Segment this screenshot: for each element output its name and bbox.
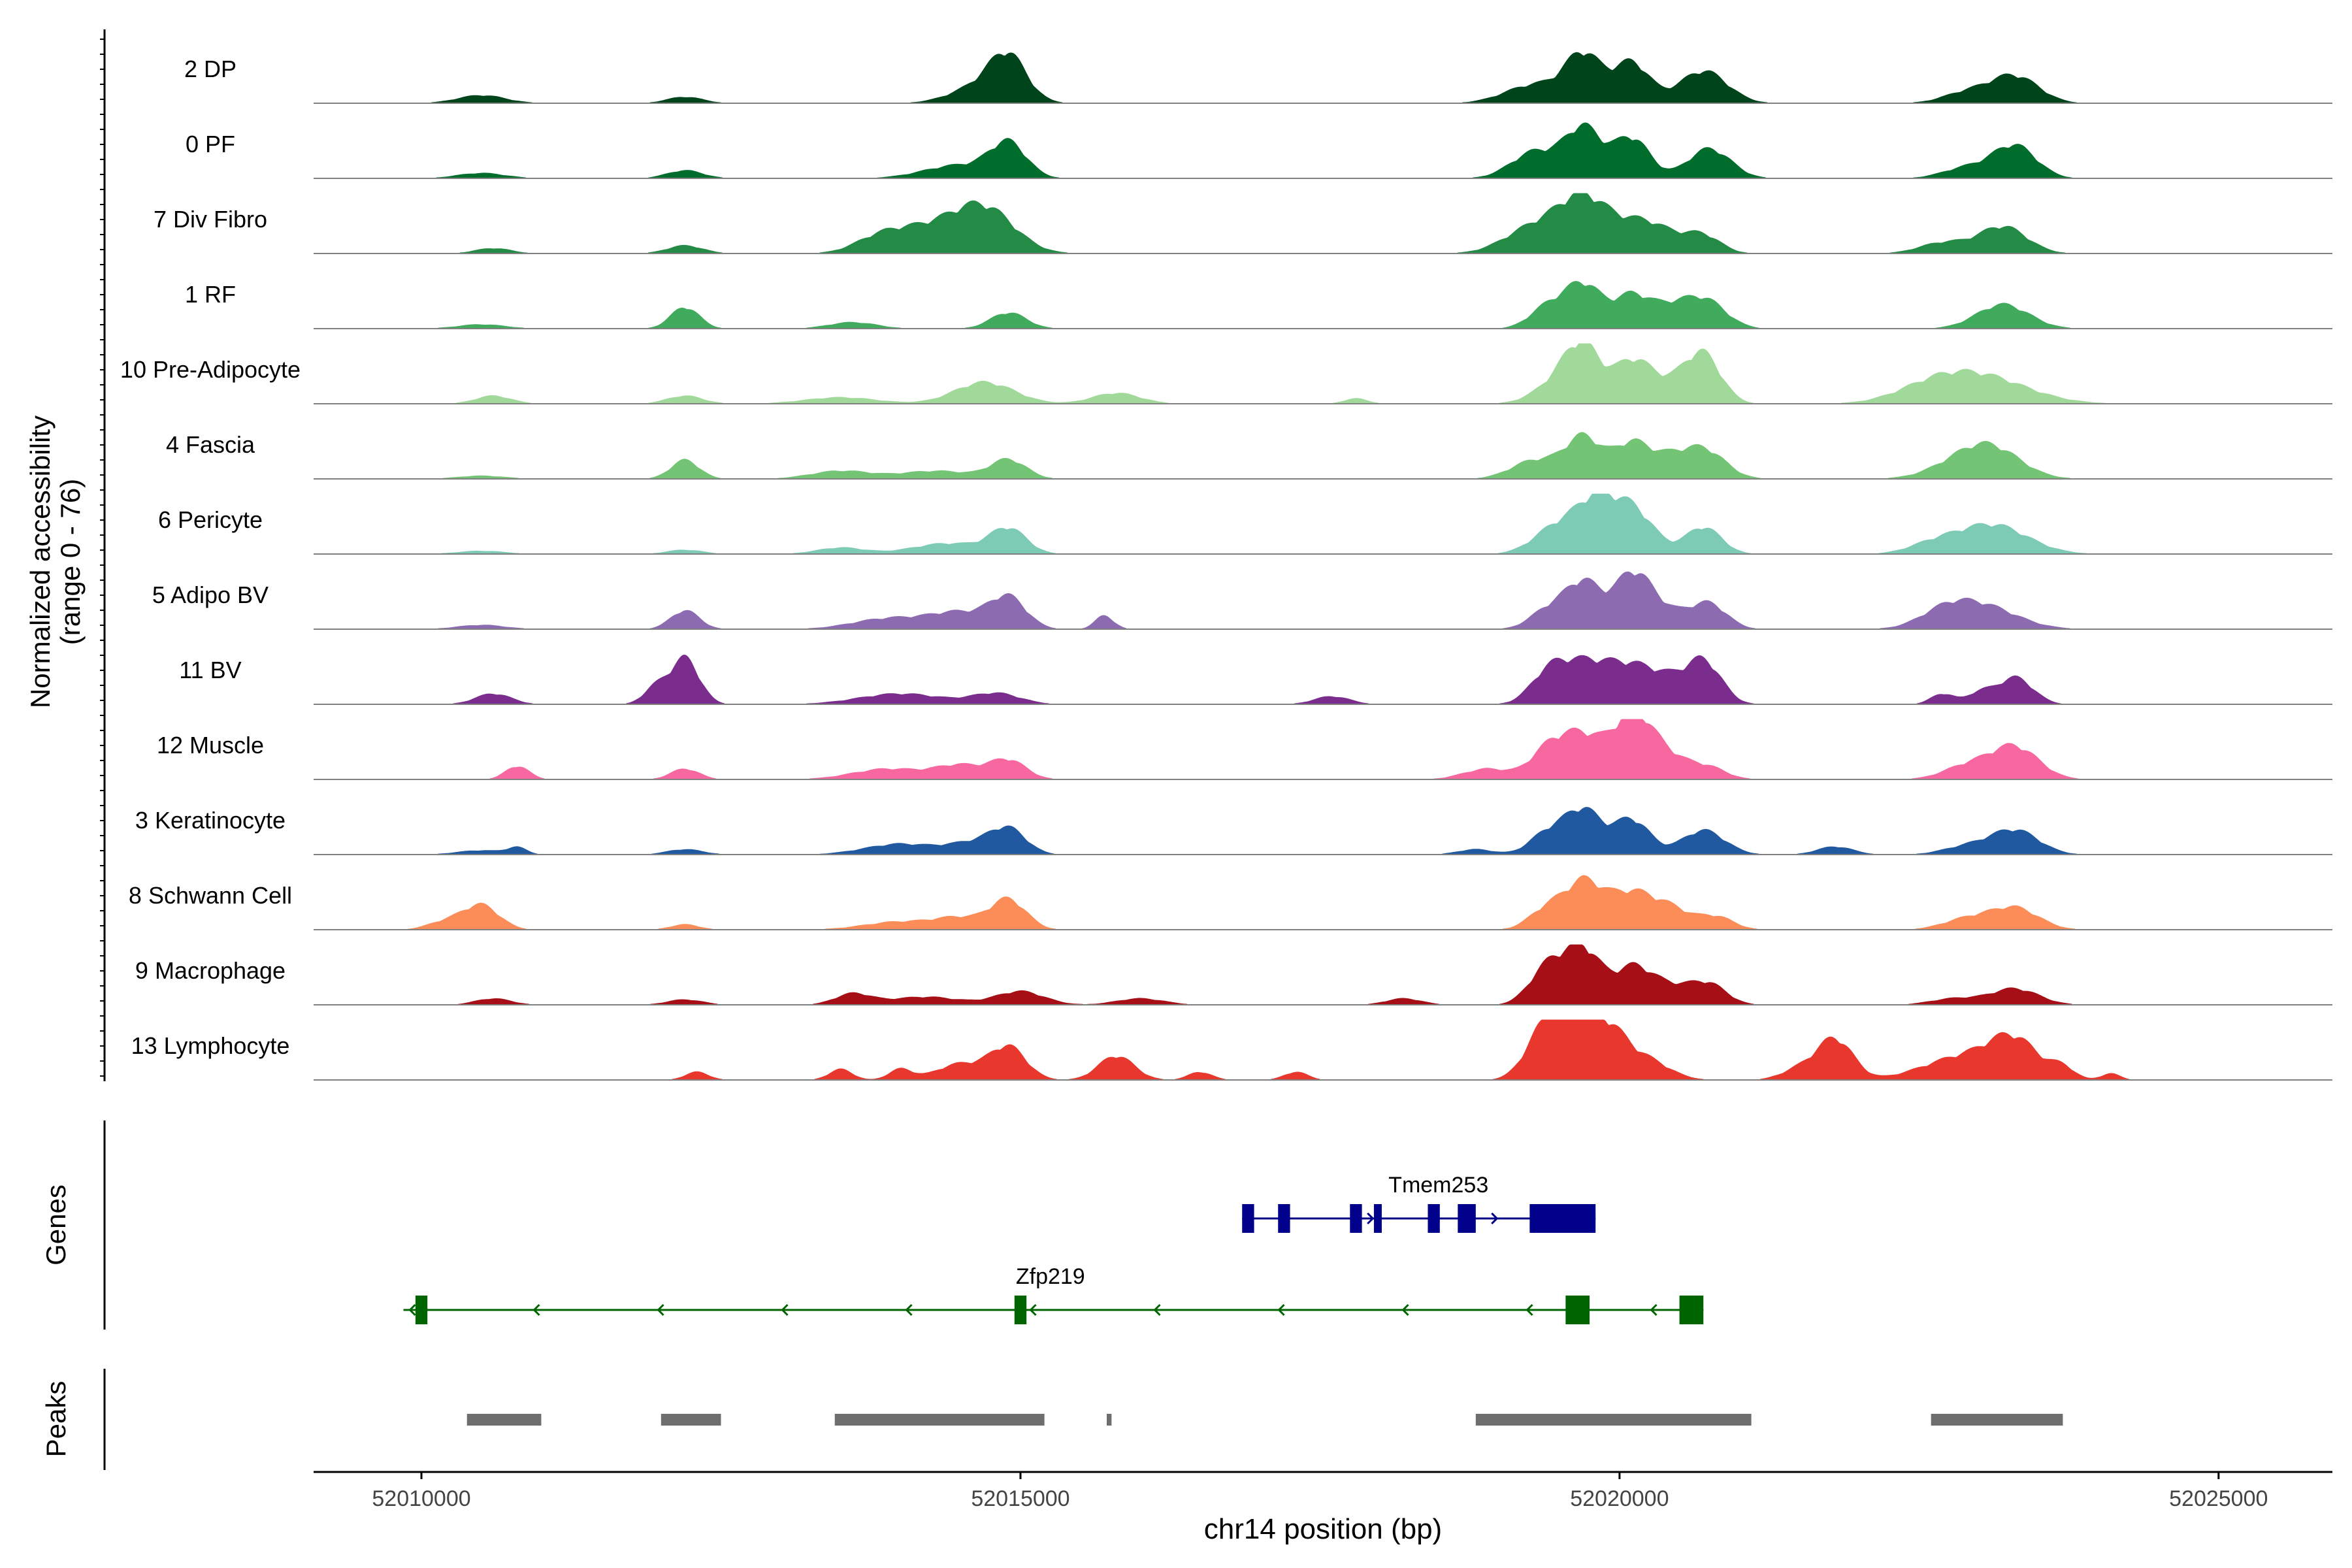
coverage-area	[314, 719, 2332, 779]
track-label: 0 PF	[186, 131, 235, 157]
strand-arrow	[408, 1303, 416, 1316]
coverage-area	[314, 655, 2332, 704]
track-label: 7 Div Fibro	[154, 206, 267, 233]
track-label: 10 Pre-Adipocyte	[120, 356, 301, 383]
track-label: 1 RF	[185, 281, 236, 308]
strand-arrow	[1277, 1303, 1285, 1316]
x-tick-label: 52015000	[971, 1486, 1070, 1511]
strand-arrow	[1367, 1212, 1375, 1225]
y-axis-title-line1: Normalized accessibility	[25, 416, 56, 708]
track: 12 Muscle	[157, 719, 2332, 780]
track-label: 12 Muscle	[157, 732, 264, 759]
track: 3 Keratinocyte	[135, 807, 2332, 855]
peaks-panel-label: Peaks	[41, 1381, 71, 1458]
peak-region	[1475, 1414, 1752, 1426]
track: 4 Fascia	[166, 431, 2332, 480]
coverage-area	[314, 493, 2332, 554]
x-tick-label: 52020000	[1570, 1486, 1669, 1511]
gene-models: Tmem253 Zfp219	[403, 1173, 1704, 1324]
track-label: 9 Macrophage	[135, 957, 286, 984]
peak-region	[834, 1414, 1045, 1426]
track: 6 Pericyte	[158, 493, 2332, 555]
strand-arrow	[1650, 1303, 1658, 1316]
coverage-axis-ticks	[100, 39, 105, 1077]
gene-model: Tmem253	[1242, 1173, 1596, 1233]
genes-panel-label: Genes	[41, 1184, 71, 1266]
strand-arrow	[781, 1303, 789, 1316]
coverage-area	[314, 807, 2332, 855]
track-label: 3 Keratinocyte	[135, 807, 286, 834]
exon	[1373, 1204, 1382, 1233]
coverage-area	[314, 343, 2332, 404]
track-label: 8 Schwann Cell	[129, 882, 292, 909]
strand-arrow	[1526, 1303, 1533, 1316]
exon	[1428, 1204, 1440, 1233]
peak-region	[1931, 1414, 2063, 1426]
coverage-area	[314, 193, 2332, 253]
track-label: 13 Lymphocyte	[131, 1032, 290, 1059]
track: 2 DP	[184, 52, 2332, 104]
track: 8 Schwann Cell	[129, 875, 2332, 930]
gene-model: Zfp219	[403, 1264, 1704, 1324]
strand-arrow	[1153, 1303, 1161, 1316]
peak-region	[661, 1414, 721, 1426]
strand-arrow	[1491, 1212, 1499, 1225]
peak-region	[466, 1414, 542, 1426]
exon	[1679, 1296, 1704, 1324]
exon	[1350, 1204, 1362, 1233]
coverage-area	[314, 122, 2332, 178]
coverage-area	[314, 281, 2332, 329]
coverage-area	[314, 52, 2332, 103]
gene-label: Tmem253	[1388, 1173, 1488, 1198]
track: 7 Div Fibro	[154, 193, 2332, 254]
exon	[1242, 1204, 1254, 1233]
exon	[1529, 1204, 1596, 1233]
track: 1 RF	[185, 281, 2332, 329]
track: 11 BV	[179, 655, 2332, 705]
track: 9 Macrophage	[135, 944, 2332, 1005]
track: 13 Lymphocyte	[131, 1019, 2332, 1081]
track: 0 PF	[186, 122, 2332, 179]
coverage-area	[314, 944, 2332, 1005]
track-label: 11 BV	[179, 657, 241, 683]
strand-arrow	[905, 1303, 913, 1316]
exon	[415, 1296, 428, 1324]
strand-arrow	[532, 1303, 540, 1316]
y-axis-title-line2: (range 0 - 76)	[55, 479, 86, 645]
exon	[1565, 1296, 1590, 1324]
coverage-area	[314, 432, 2332, 479]
exon	[1014, 1296, 1027, 1324]
coverage-area	[314, 571, 2332, 629]
track: 5 Adipo BV	[152, 571, 2332, 630]
exon	[1278, 1204, 1290, 1233]
peak-regions	[466, 1414, 2063, 1426]
x-tick-label: 52010000	[372, 1486, 470, 1511]
track-label: 5 Adipo BV	[152, 581, 269, 608]
track-label: 2 DP	[184, 56, 237, 82]
x-axis-title: chr14 position (bp)	[1204, 1513, 1442, 1545]
strand-arrow	[1029, 1303, 1037, 1316]
gene-label: Zfp219	[1016, 1264, 1085, 1289]
strand-arrow	[1401, 1303, 1409, 1316]
track-label: 4 Fascia	[166, 431, 255, 458]
x-tick-label: 52025000	[2169, 1486, 2268, 1511]
track: 10 Pre-Adipocyte	[120, 343, 2332, 404]
track-label: 6 Pericyte	[158, 506, 263, 533]
exon	[1458, 1204, 1476, 1233]
strand-arrow	[657, 1303, 664, 1316]
coverage-area	[314, 1019, 2332, 1080]
x-axis-ticks: 52010000 52015000 52020000 52025000	[372, 1472, 2268, 1511]
coverage-tracks: 2 DP 0 PF 7 Div Fibro 1 RF 10 Pre-Adipocyte 4…	[120, 52, 2332, 1081]
coverage-area	[314, 875, 2332, 930]
peak-region	[1106, 1414, 1112, 1426]
